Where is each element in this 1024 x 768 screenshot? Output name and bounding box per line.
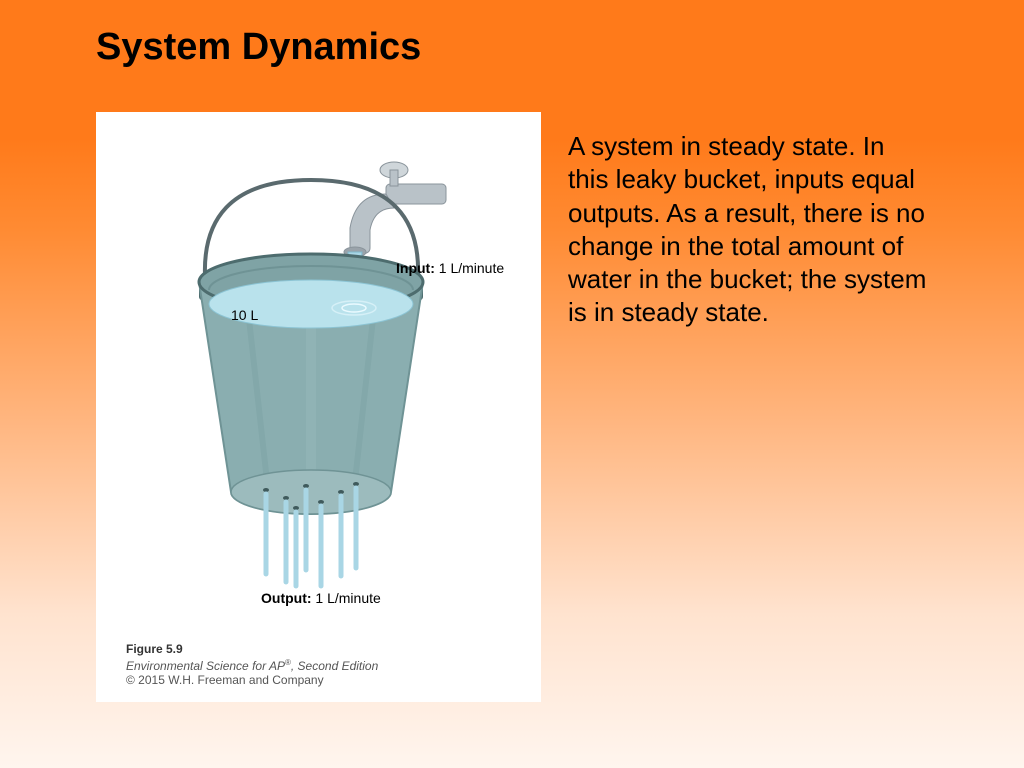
volume-label: 10 L <box>231 307 258 323</box>
output-label: Output: 1 L/minute <box>261 590 381 606</box>
output-label-value: 1 L/minute <box>312 590 381 606</box>
caption-text: A system in steady state. In this leaky … <box>568 130 928 330</box>
slide: System Dynamics <box>0 0 1024 768</box>
input-label-bold: Input: <box>396 260 435 276</box>
figure-panel: Input: 1 L/minute 10 L Output: 1 L/minut… <box>96 112 541 702</box>
figure-credit-1: Environmental Science for AP®, Second Ed… <box>126 658 378 673</box>
figure-credit-2: © 2015 W.H. Freeman and Company <box>126 673 324 687</box>
page-title: System Dynamics <box>96 26 421 69</box>
input-label-value: 1 L/minute <box>435 260 504 276</box>
faucet-icon <box>344 162 446 257</box>
bucket-icon <box>199 254 423 514</box>
input-label: Input: 1 L/minute <box>396 260 504 276</box>
figure-number: Figure 5.9 <box>126 642 183 656</box>
output-label-bold: Output: <box>261 590 312 606</box>
credit1-b: , Second Edition <box>291 659 378 673</box>
bucket-diagram <box>96 112 541 702</box>
credit1-a: Environmental Science for AP <box>126 659 285 673</box>
